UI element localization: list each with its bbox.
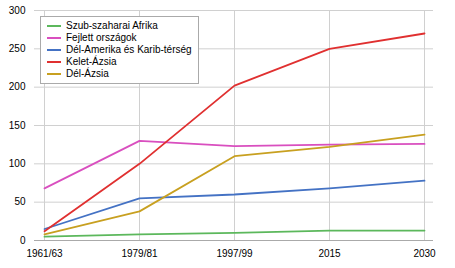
svg-text:200: 200	[9, 81, 26, 92]
svg-text:0: 0	[20, 235, 26, 246]
svg-text:2030: 2030	[413, 248, 436, 259]
svg-text:1997/99: 1997/99	[216, 248, 253, 259]
svg-text:1979/81: 1979/81	[121, 248, 158, 259]
html-text:Kelet-Ázsia: Kelet-Ázsia	[66, 56, 117, 67]
svg-text:150: 150	[9, 120, 26, 131]
html-text:Fejlett országok: Fejlett országok	[66, 32, 137, 43]
svg-text:50: 50	[14, 196, 26, 207]
html-text:Szub-szaharai Afrika: Szub-szaharai Afrika	[66, 20, 158, 31]
svg-text:100: 100	[9, 158, 26, 169]
svg-text:300: 300	[9, 5, 26, 16]
svg-text:1961/63: 1961/63	[26, 248, 63, 259]
html-text:Dél-Ázsia: Dél-Ázsia	[66, 68, 109, 79]
svg-text:2015: 2015	[318, 248, 341, 259]
html-text:Dél-Amerika és Karib-térség: Dél-Amerika és Karib-térség	[66, 44, 192, 55]
svg-text:250: 250	[9, 43, 26, 54]
